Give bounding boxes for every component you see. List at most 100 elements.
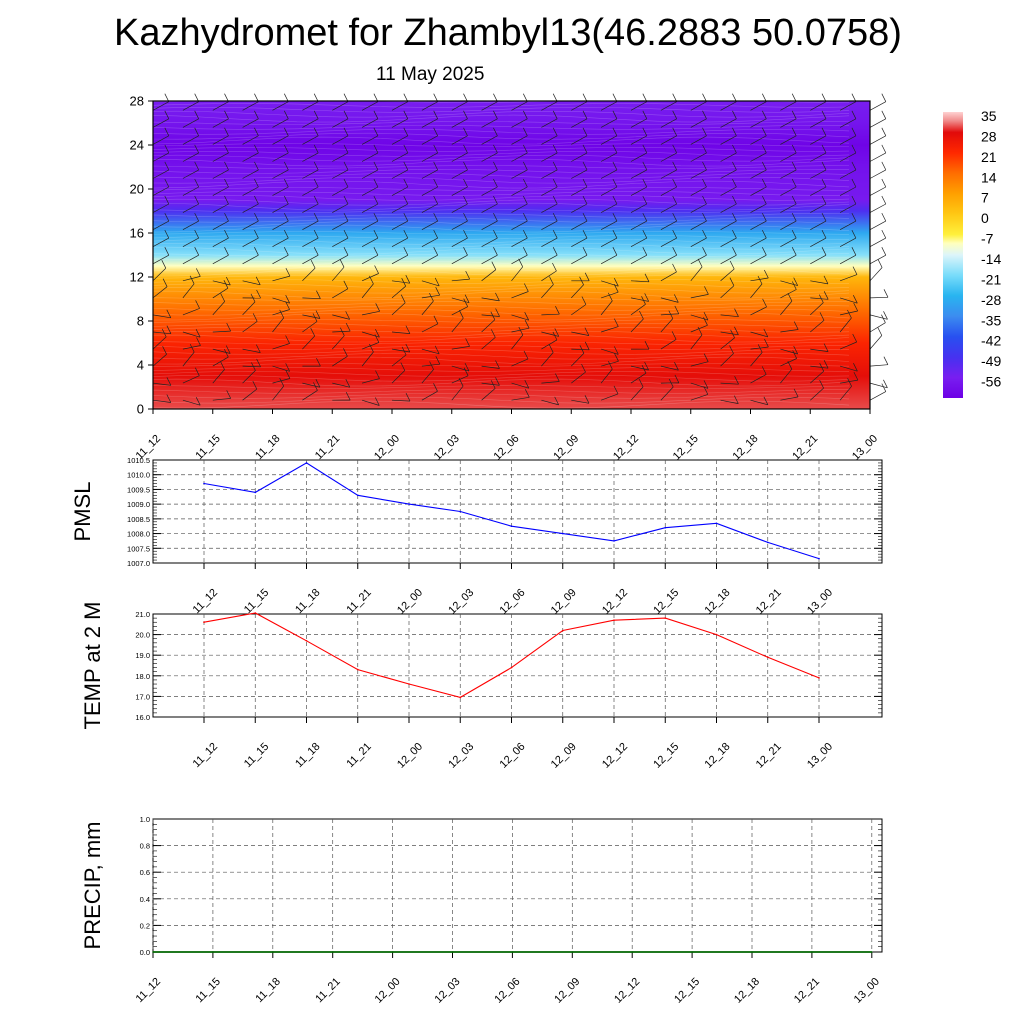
wind-barb [720,308,739,318]
wind-barb [541,127,558,145]
contour-line [152,132,850,140]
data-point [254,491,257,494]
data-point [631,951,633,953]
wind-barb [182,268,201,282]
wind-barb [780,144,797,162]
wind-barb [391,392,411,402]
contour-line [152,275,850,279]
wind-barb [152,346,167,367]
wind-barb [361,343,374,367]
wind-barb [481,144,498,162]
wind-barb [212,345,231,354]
wind-barb [302,259,316,282]
contour-line [152,220,850,228]
wind-barb [302,290,321,300]
wind-barb [212,247,229,265]
contour-line [152,312,850,321]
temp-panel: 16.0 17.0 18.0 19.0 20.0 21.0 11_12 11_15 11_18 1… [80,602,883,771]
x-tick-label: 12_00 [395,587,425,617]
wind-barb [630,161,648,179]
wind-barb [750,396,769,406]
wind-barb [451,144,468,162]
wind-barb [690,326,703,350]
wind-barb [660,374,680,384]
contour-line [152,279,850,284]
wind-barb [332,391,351,401]
wind-barb [869,259,883,282]
data-point [715,522,718,525]
colorbar-fill [943,112,963,398]
y-tick-label: 1007.0 [127,559,150,568]
data-point [305,640,308,642]
wind-barb [182,110,200,128]
contour-line [152,125,850,130]
wind-barb [720,277,735,299]
wind-barb [541,331,558,350]
wind-barb [242,358,261,368]
wind-barb [272,301,290,316]
wind-barb [182,127,200,145]
wind-barb [302,247,319,265]
y-tick-label: 1008.0 [127,530,150,539]
colorbar-label: 35 [981,108,997,124]
wind-barb [630,361,649,371]
wind-barb [182,343,195,367]
wind-barb [152,229,170,248]
wind-barb [839,266,858,282]
wind-barb [600,212,618,231]
wind-barb [630,310,644,333]
wind-barb [272,363,291,372]
colorbar-label: -28 [981,292,1001,308]
x-tick-label: 12_18 [703,741,733,771]
wind-barb [511,212,528,231]
wind-barb [780,229,797,248]
contour-line [152,194,850,201]
wind-barb [690,229,707,248]
wind-barb [541,396,560,406]
wind-barb [750,247,767,265]
wind-barb [272,161,289,179]
wind-barb [571,327,590,336]
y-tick-label: 19.0 [135,651,150,660]
wind-barb [720,144,737,162]
wind-barb [690,386,709,401]
wind-barb [839,93,857,111]
wind-barb [212,212,229,231]
wind-barb [600,195,618,213]
wind-barb [332,247,349,265]
x-tick-label: 12_18 [731,433,761,463]
wind-barb [511,93,528,111]
wind-barb [391,127,409,145]
wind-barb [720,229,737,248]
wind-barb [720,161,737,179]
wind-barb [511,380,530,389]
wind-barb [152,178,170,196]
contour-line [152,213,850,218]
contour-line [152,198,850,206]
contour-line [152,370,850,377]
contour-line [152,246,850,255]
x-tick-label: 11_18 [293,587,323,617]
wind-barb [600,278,619,287]
wind-barb [481,329,496,350]
wind-barb [630,110,648,128]
wind-barb [242,229,259,248]
contour-line [152,187,850,191]
wind-barb [541,344,554,367]
wind-barb [630,341,650,350]
data-point [691,951,693,953]
wind-barb [182,161,200,179]
data-point [767,541,769,544]
contour-line [152,367,850,372]
wind-barb [660,195,678,213]
wind-barb [869,356,889,367]
contour-line [152,191,850,196]
colorbar-label: 0 [981,210,989,226]
wind-barb [272,309,285,333]
wind-barb [660,161,678,179]
data-point [562,629,564,632]
wind-barb [511,195,528,213]
wind-barb [361,127,379,145]
